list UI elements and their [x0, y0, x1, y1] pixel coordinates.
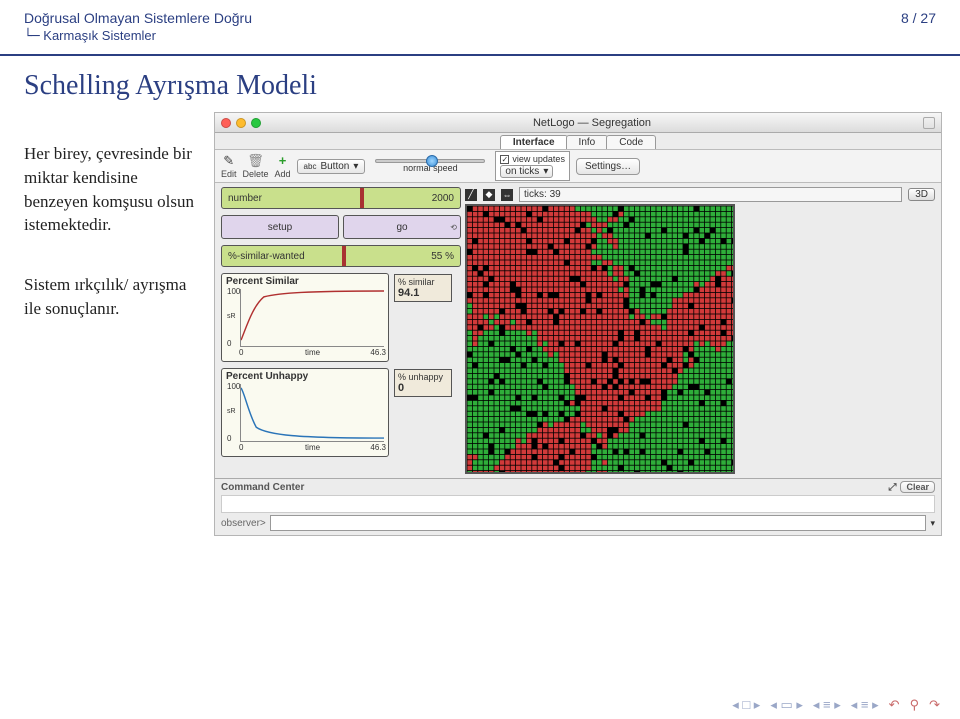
world-tool-1[interactable]: ╱	[465, 189, 477, 201]
tab-info[interactable]: Info	[566, 135, 609, 149]
nav-first-icon[interactable]: ◂ □ ▸	[732, 697, 760, 713]
resize-icon[interactable]	[923, 117, 935, 129]
nav-forward-icon[interactable]: ↷	[929, 697, 940, 713]
tab-code[interactable]: Code	[606, 135, 656, 149]
add-button[interactable]: +Add	[275, 154, 291, 179]
navigation-footer: ◂ □ ▸ ◂ ▭ ▸ ◂ ≡ ▸ ◂ ≡ ▸ ↶ ⚲ ↷	[732, 697, 940, 713]
tab-bar: Interface Info Code	[215, 133, 941, 149]
plot-percent-similar: Percent Similar 100 sR 0 0 time 46.3	[221, 273, 389, 362]
command-output	[221, 495, 935, 513]
go-button[interactable]: go⟲	[343, 215, 461, 239]
netlogo-window: NetLogo — Segregation Interface Info Cod…	[214, 112, 942, 536]
ticks-display: ticks: 39	[519, 187, 902, 202]
command-input[interactable]	[270, 515, 927, 531]
tab-interface[interactable]: Interface	[500, 135, 568, 149]
chevron-down-icon: ▾	[353, 161, 358, 172]
paragraph-2: Sistem ırkçılık/ ayrışma ile sonuçlanır.	[24, 273, 204, 321]
delete-button[interactable]: 🗑Delete	[243, 154, 269, 179]
slider-thumb[interactable]	[342, 246, 346, 266]
similar-monitor: % similar 94.1	[394, 274, 452, 302]
similar-wanted-slider[interactable]: %-similar-wanted 55 %	[221, 245, 461, 267]
world-view[interactable]	[465, 204, 735, 474]
plot-percent-unhappy: Percent Unhappy 100 sR 0 0 time 46.3	[221, 368, 389, 457]
number-slider[interactable]: number 2000	[221, 187, 461, 209]
page-title: Schelling Ayrışma Modeli	[0, 56, 960, 112]
setup-button[interactable]: setup	[221, 215, 339, 239]
similar-curve	[241, 289, 384, 346]
nav-next-icon[interactable]: ◂ ≡ ▸	[851, 697, 879, 713]
close-icon[interactable]	[221, 118, 231, 128]
presentation-title: Doğrusal Olmayan Sistemlere Doğru	[24, 10, 252, 26]
expand-icon[interactable]: ⤢	[888, 482, 896, 493]
speed-slider[interactable]: normal speed	[375, 159, 485, 173]
minimize-icon[interactable]	[236, 118, 246, 128]
view-updates-panel: ✓view updates on ticks▾	[495, 151, 570, 181]
nav-prev-icon[interactable]: ◂ ≡ ▸	[813, 697, 841, 713]
unhappy-monitor: % unhappy 0	[394, 369, 452, 397]
chevron-down-icon: ▾	[543, 166, 548, 177]
unhappy-curve	[241, 384, 384, 441]
slider-thumb[interactable]	[360, 188, 364, 208]
clear-button[interactable]: Clear	[900, 481, 935, 493]
paragraph-1: Her birey, çevresinde bir miktar kendisi…	[24, 142, 204, 237]
plus-icon: +	[276, 154, 290, 168]
3d-button[interactable]: 3D	[908, 188, 935, 201]
tree-prefix-icon: └─	[24, 29, 40, 44]
slide-header: Doğrusal Olmayan Sistemlere Doğru 8 / 27…	[0, 0, 960, 48]
world-tool-3[interactable]: ⇔	[501, 189, 513, 201]
zoom-icon[interactable]	[251, 118, 261, 128]
window-title: NetLogo — Segregation	[266, 117, 918, 129]
segregation-world	[467, 206, 735, 474]
page-counter: 8 / 27	[901, 10, 936, 26]
body-text: Her birey, çevresinde bir miktar kendisi…	[24, 112, 204, 536]
command-center-header: Command Center ⤢ Clear	[215, 478, 941, 495]
history-dropdown-icon[interactable]: ▾	[930, 518, 935, 529]
toolbar: ✎Edit 🗑Delete +Add abcButton▾ normal spe…	[215, 149, 941, 183]
cycle-icon: ⟲	[450, 223, 457, 232]
view-updates-checkbox[interactable]: ✓	[500, 155, 509, 164]
nav-search-icon[interactable]: ⚲	[910, 697, 920, 713]
nav-back-icon[interactable]: ↶	[889, 697, 900, 713]
world-tool-2[interactable]: ◆	[483, 189, 495, 201]
trash-icon: 🗑	[249, 154, 263, 168]
update-mode-dropdown[interactable]: on ticks▾	[500, 165, 553, 178]
observer-prompt: observer>	[221, 518, 266, 529]
settings-button[interactable]: Settings…	[576, 158, 640, 175]
breadcrumb: └─ Karmaşık Sistemler	[24, 28, 936, 44]
edit-button[interactable]: ✎Edit	[221, 154, 237, 179]
pencil-icon: ✎	[222, 154, 236, 168]
element-type-dropdown[interactable]: abcButton▾	[297, 159, 366, 174]
window-titlebar[interactable]: NetLogo — Segregation	[215, 113, 941, 133]
nav-prev-section-icon[interactable]: ◂ ▭ ▸	[770, 697, 803, 713]
